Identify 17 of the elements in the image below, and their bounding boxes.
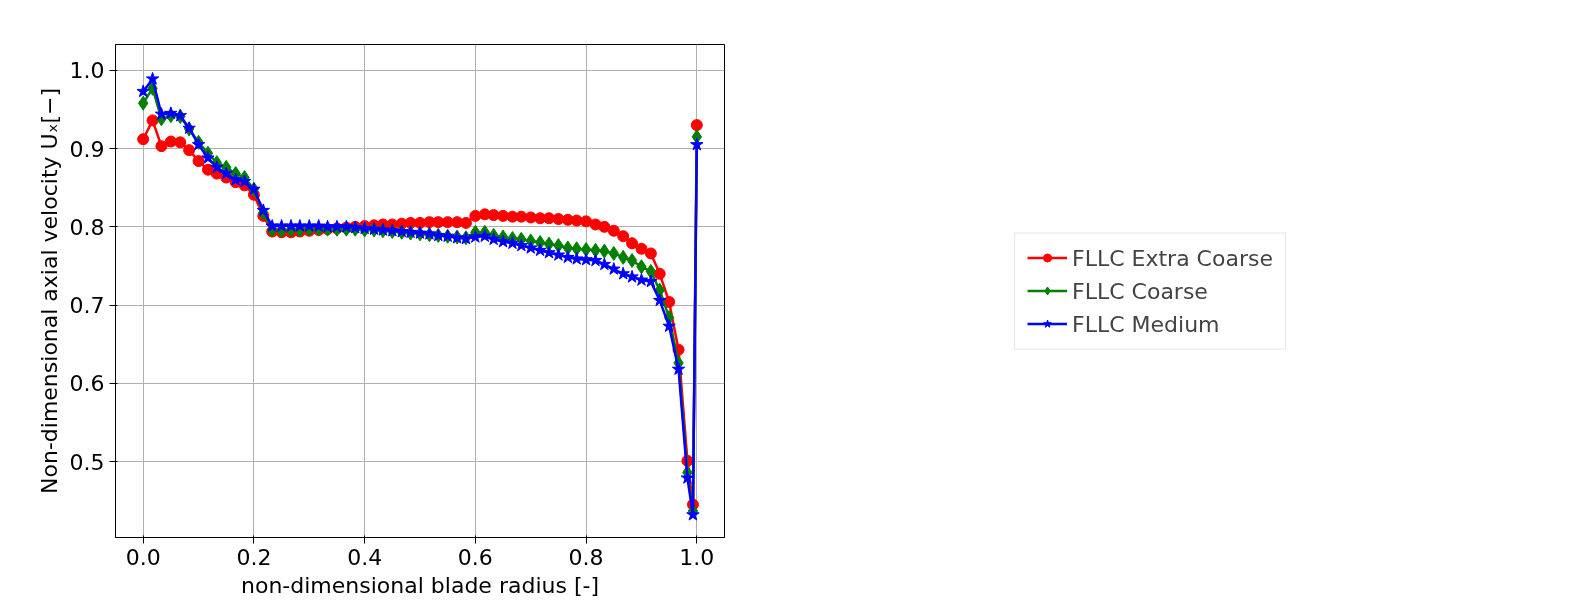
y-tick-label: 1.0 (69, 58, 105, 84)
y-tick-label: 0.7 (69, 293, 105, 319)
legend-label: FLLC Medium (1072, 311, 1220, 336)
legend-label: FLLC Extra Coarse (1072, 245, 1273, 270)
x-tick-label: 0.4 (347, 544, 383, 570)
y-tick-label: 0.9 (69, 136, 105, 162)
x-tick-label: 0.2 (236, 544, 272, 570)
x-tick-label: 0.0 (125, 544, 161, 570)
y-tick-label: 0.8 (69, 214, 105, 240)
x-tick-label: 0.8 (568, 544, 604, 570)
x-tick-label: 0.6 (457, 544, 493, 570)
x-axis-title: non-dimensional blade radius [-] (241, 572, 599, 598)
legend-label: FLLC Coarse (1072, 278, 1208, 303)
x-tick-label: 1.0 (679, 544, 715, 570)
y-tick-label: 0.5 (69, 449, 105, 475)
y-tick-label: 0.6 (69, 371, 105, 397)
y-axis-title: Non-dimensional axial velocity Uₓ[−] (36, 88, 62, 494)
